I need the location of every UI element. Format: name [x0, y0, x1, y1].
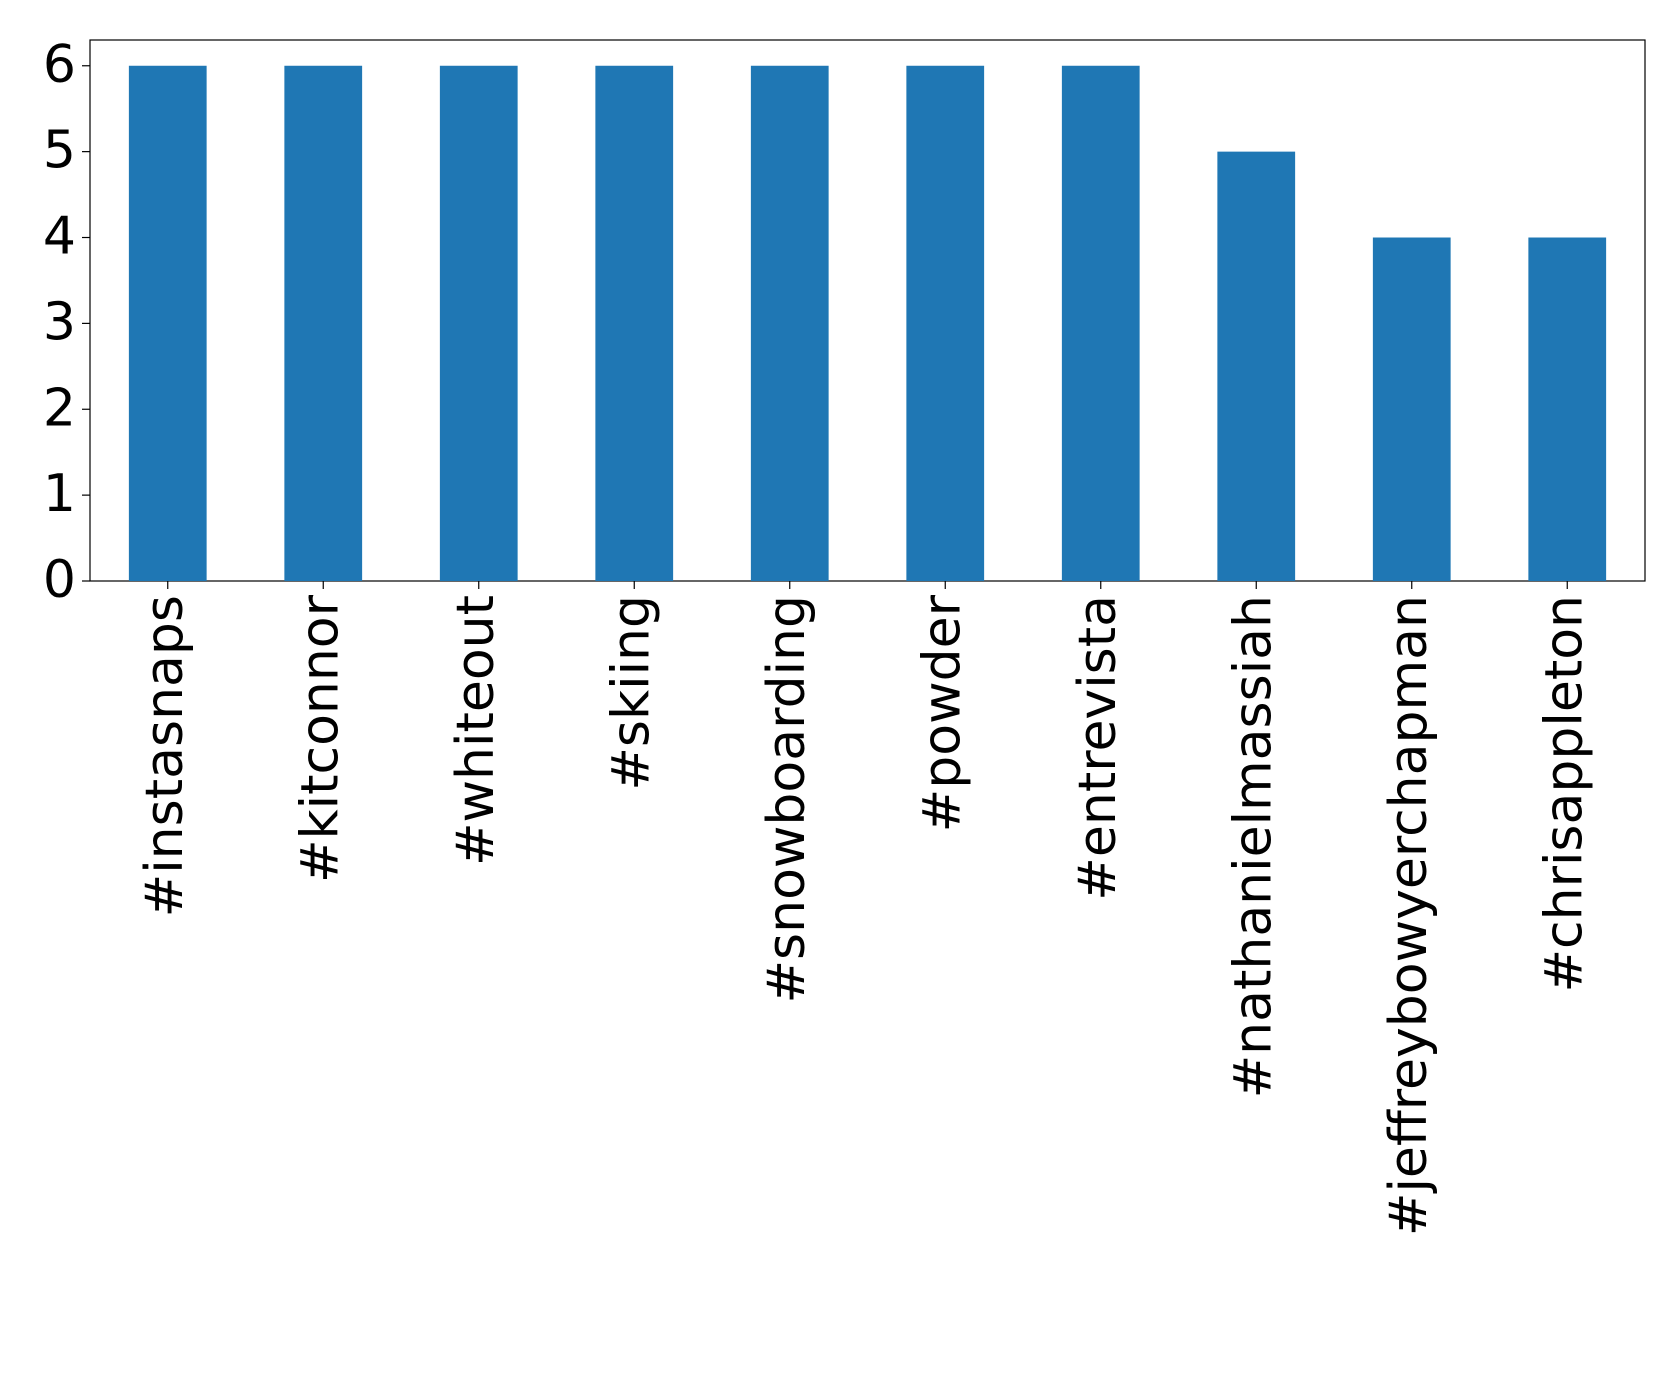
bar — [595, 65, 674, 581]
bar — [1372, 237, 1451, 581]
bar — [128, 65, 207, 581]
x-tick-label: #kitconnor — [290, 594, 350, 883]
bar — [284, 65, 363, 581]
x-tick-label: #nathanielmassiah — [1223, 595, 1283, 1098]
x-tick-label: #instasnaps — [135, 595, 195, 917]
x-tick-label: #entrevista — [1068, 595, 1128, 901]
bar — [1217, 151, 1296, 581]
bar — [1528, 237, 1607, 581]
y-tick-label: 0 — [43, 550, 76, 610]
plot-frame — [89, 39, 1646, 582]
x-tick-label: #snowboarding — [757, 595, 817, 1004]
y-tick-label: 4 — [43, 207, 76, 267]
bar — [906, 65, 985, 581]
bar — [439, 65, 518, 581]
bar — [750, 65, 829, 581]
bar — [1061, 65, 1140, 581]
x-tick-label: #powder — [912, 594, 972, 832]
x-tick-label: #jeffreybowyerchapman — [1379, 595, 1439, 1236]
y-tick-label: 5 — [43, 121, 76, 181]
y-tick-label: 2 — [43, 378, 76, 438]
x-tick-label: #whiteout — [446, 595, 506, 866]
y-tick-label: 3 — [43, 292, 76, 352]
y-tick-label: 6 — [43, 35, 76, 95]
y-tick-label: 1 — [43, 464, 76, 524]
x-tick-label: #skiing — [601, 595, 661, 791]
x-tick-label: #chrisappleton — [1534, 595, 1594, 993]
